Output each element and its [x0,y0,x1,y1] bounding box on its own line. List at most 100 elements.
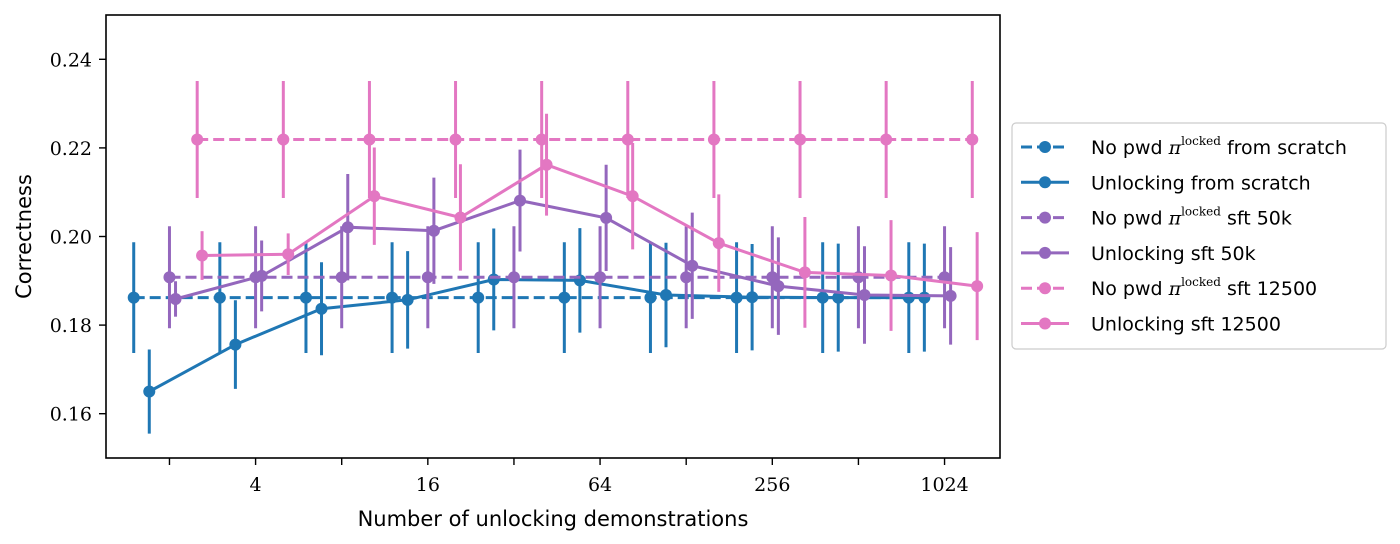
data-point-4-1 [277,133,290,146]
data-point-5-9 [971,280,984,293]
legend-label-1: Unlocking from scratch [1091,172,1311,194]
data-point-5-5 [626,190,639,203]
data-point-0-4 [472,291,485,304]
series-4 [191,81,979,198]
data-point-5-2 [368,190,381,203]
data-point-4-0 [191,133,204,146]
plot-frame [105,14,1001,459]
legend-label-suffix-4: sft 12500 [1221,278,1317,300]
data-point-3-7 [772,280,785,293]
legend-item-3: Unlocking sft 50k [1021,243,1256,265]
y-tick-label-3: 0.22 [50,138,92,160]
data-point-1-2 [315,302,328,315]
legend-label-superscript-4: locked [1181,275,1221,289]
legend-label-superscript-2: locked [1181,205,1221,219]
legend-item-2: No pwd πlocked sft 50k [1021,205,1292,230]
legend-label-2: No pwd πlocked sft 50k [1091,205,1292,230]
data-point-0-6 [644,291,657,304]
data-point-5-8 [885,269,898,282]
x-axis-label: Number of unlocking demonstrations [358,507,749,531]
data-point-2-3 [421,271,434,284]
data-point-2-4 [507,271,520,284]
data-point-0-1 [213,291,226,304]
data-point-2-0 [163,271,176,284]
y-tick-label-4: 0.24 [50,49,92,71]
legend-label-prefix-4: No pwd [1091,278,1169,300]
data-point-4-5 [621,133,634,146]
data-point-2-2 [335,271,348,284]
data-point-3-9 [944,289,957,302]
data-point-3-4 [514,194,527,207]
series-line-3 [175,199,951,301]
legend-box [1011,122,1387,350]
legend-marker-1 [1039,176,1051,189]
legend-item-4: No pwd πlocked sft 12500 [1021,275,1317,300]
legend-item-0: No pwd πlocked from scratch [1021,134,1347,159]
data-point-1-7 [746,291,759,304]
data-point-3-8 [858,288,871,301]
data-point-5-6 [712,237,725,250]
legend-label-5: Unlocking sft 12500 [1091,314,1281,336]
data-point-4-6 [707,133,720,146]
x-tick-label-1: 16 [416,474,440,496]
data-point-1-8 [832,291,845,304]
legend-label-3: Unlocking sft 50k [1091,243,1256,265]
legend-label-suffix-0: from scratch [1221,137,1347,159]
data-point-1-3 [401,293,414,306]
series-line-1 [148,277,925,393]
x-tick-label-4: 1024 [920,474,968,496]
legend-marker-0 [1039,141,1051,153]
data-point-4-8 [880,133,893,146]
data-point-1-6 [659,288,672,301]
series-3 [169,149,957,345]
x-tick-label-0: 4 [250,474,262,496]
legend-label-symbol-0: π [1168,137,1182,159]
legend-label-prefix-2: No pwd [1091,208,1169,230]
legend-item-5: Unlocking sft 12500 [1021,314,1281,336]
series-1 [143,228,931,434]
data-point-1-0 [143,385,156,398]
plot-area [127,81,984,434]
data-point-2-6 [680,271,693,284]
legend-label-0: No pwd πlocked from scratch [1091,134,1347,159]
data-point-1-9 [918,291,931,304]
x-axis: 4 16 64 256 1024 [168,458,969,496]
legend-label-prefix-0: No pwd [1091,137,1169,159]
data-point-0-2 [299,291,312,304]
data-point-5-7 [798,266,811,279]
data-point-4-4 [535,133,548,146]
legend-marker-2 [1039,211,1051,224]
y-tick-label-2: 0.20 [50,227,92,249]
data-point-0-5 [558,291,571,304]
data-point-3-2 [341,221,354,234]
data-point-2-7 [766,271,779,284]
data-point-2-5 [594,271,607,284]
data-point-5-0 [196,249,209,262]
data-point-5-4 [540,158,553,171]
legend-label-symbol-2: π [1168,208,1182,230]
data-point-5-1 [282,248,295,261]
data-point-3-1 [255,269,268,282]
data-point-3-5 [600,211,613,224]
x-tick-label-3: 256 [754,474,790,496]
data-point-4-7 [794,133,807,146]
data-point-3-6 [686,259,699,272]
series-5 [196,113,984,341]
data-point-3-3 [427,224,440,237]
legend-label-symbol-4: π [1168,278,1182,300]
data-point-0-0 [127,291,140,304]
y-axis-label: Correctness [12,174,36,299]
legend-marker-3 [1039,246,1051,259]
data-point-5-3 [454,211,467,224]
legend-label-suffix-2: sft 50k [1221,208,1292,230]
legend-marker-4 [1039,282,1051,295]
data-point-4-3 [449,133,462,146]
legend-label-4: No pwd πlocked sft 12500 [1091,275,1317,300]
legend-label-superscript-0: locked [1181,134,1221,148]
data-point-4-2 [363,133,376,146]
series-2 [163,226,951,329]
y-tick-label-1: 0.18 [50,315,92,337]
data-point-3-0 [169,292,182,305]
